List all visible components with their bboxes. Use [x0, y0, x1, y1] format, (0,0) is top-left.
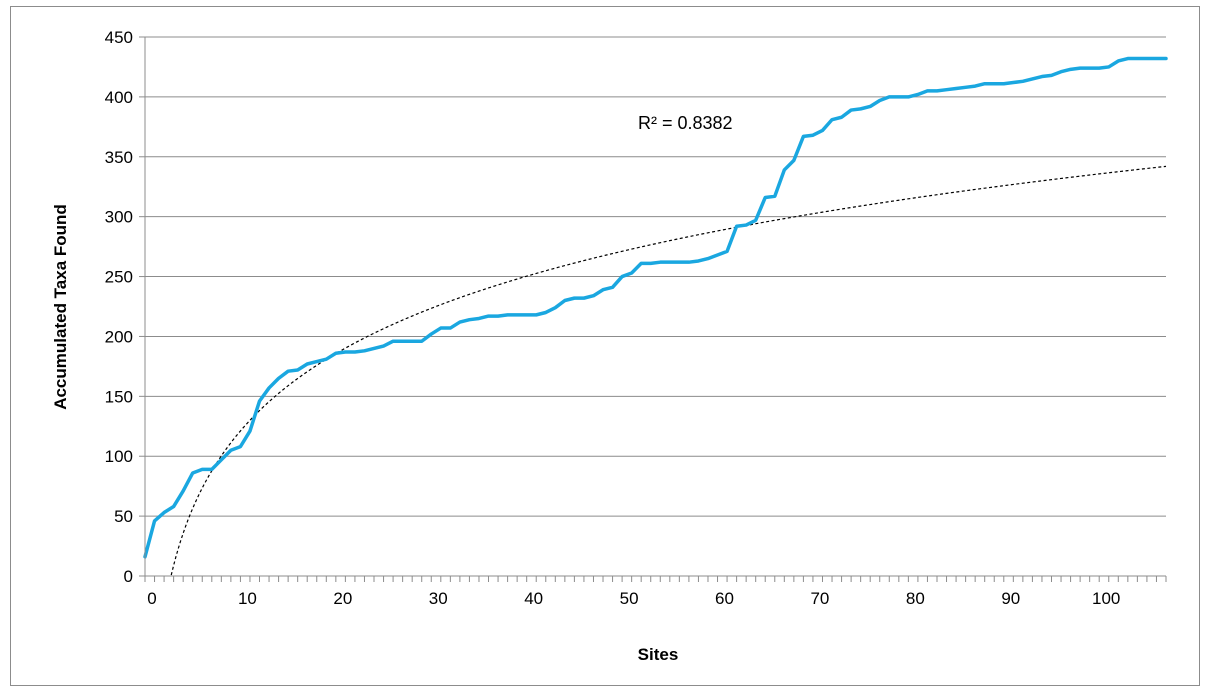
x-tick-label-30: 30	[429, 589, 448, 608]
gridlines	[145, 36, 1166, 517]
y-axis-title: Accumulated Taxa Found	[51, 204, 70, 410]
series-layer	[143, 56, 1168, 559]
x-tick-label-100: 100	[1092, 589, 1120, 608]
x-tick-label-20: 20	[333, 589, 352, 608]
x-tick-label-80: 80	[906, 589, 925, 608]
x-axis-title: Sites	[638, 645, 679, 664]
y-tick-label-400: 400	[105, 88, 133, 107]
y-tick-label-450: 450	[105, 28, 133, 47]
y-tick-label-50: 50	[114, 507, 133, 526]
r-squared-annotation: R² = 0.8382	[638, 113, 733, 133]
x-tick-label-70: 70	[810, 589, 829, 608]
x-tick-label-50: 50	[620, 589, 639, 608]
x-tick-label-10: 10	[238, 589, 257, 608]
axes: 0 50 100 150 200 250 300 350 400 450 0 10 20 30 40 50 60…	[105, 28, 1167, 608]
chart-frame	[10, 6, 1200, 686]
y-tick-label-350: 350	[105, 148, 133, 167]
y-tick-label-300: 300	[105, 208, 133, 227]
series-line-0	[143, 56, 1168, 559]
x-tick-label-60: 60	[715, 589, 734, 608]
trendline-layer	[170, 165, 1167, 576]
y-tick-label-200: 200	[105, 327, 133, 346]
y-tick-label-100: 100	[105, 447, 133, 466]
y-tick-label-0: 0	[124, 567, 133, 586]
x-tick-label-40: 40	[524, 589, 543, 608]
y-tick-label-150: 150	[105, 387, 133, 406]
x-tick-label-90: 90	[1001, 589, 1020, 608]
trendline	[170, 165, 1167, 576]
x-tick-label-0: 0	[147, 589, 156, 608]
y-tick-label-250: 250	[105, 268, 133, 287]
